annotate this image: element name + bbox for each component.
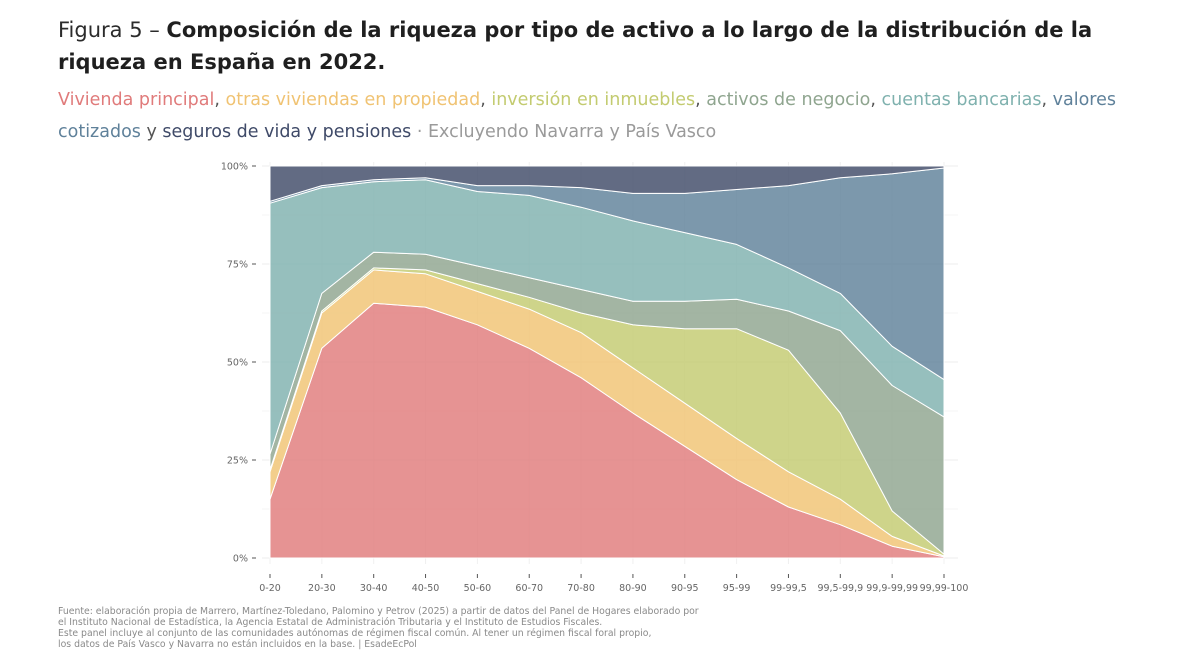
legend-text-12: seguros de vida y pensiones — [162, 122, 412, 142]
x-tick-label: 99,99-100 — [920, 583, 969, 594]
x-tick-label: 95-99 — [723, 583, 751, 594]
x-tick-label: 90-95 — [671, 583, 699, 594]
legend-text-11: y — [140, 122, 163, 142]
x-tick-label: 20-30 — [308, 583, 336, 594]
legend-text-0: Vivienda principal — [58, 90, 215, 110]
chart-title: Figura 5 – Composición de la riqueza por… — [58, 14, 1168, 78]
area-series-group — [269, 165, 945, 559]
legend-text-5: , — [695, 90, 707, 110]
x-tick-label: 60-70 — [515, 583, 543, 594]
chart-legend-subtitle: Vivienda principal, otras viviendas en p… — [58, 84, 1168, 148]
x-tick-label: 99,9-99,99 — [866, 583, 918, 594]
area-series-6 — [269, 165, 945, 202]
footnote-line: Este panel incluye al conjunto de las co… — [58, 628, 652, 639]
x-tick-label: 40-50 — [412, 583, 440, 594]
x-tick-label: 99,5-99,9 — [817, 583, 863, 594]
y-tick-label: 50% — [227, 358, 248, 369]
title-text: Composición de la riqueza por tipo de ac… — [58, 18, 1093, 74]
legend-text-6: activos de negocio — [706, 90, 871, 110]
legend-text-9: , — [1041, 90, 1053, 110]
figure-number: Figura 5 – — [58, 18, 167, 42]
footnote-line: los datos de País Vasco y Navarra no est… — [58, 639, 417, 650]
legend-text-13: · Excluyendo Navarra y País Vasco — [411, 122, 717, 142]
x-tick-label: 70-80 — [567, 583, 595, 594]
y-tick-label: 0% — [233, 554, 248, 565]
footnote-line: el Instituto Nacional de Estadística, la… — [58, 617, 603, 628]
legend-text-8: cuentas bancarias — [881, 90, 1042, 110]
legend-text-3: , — [480, 90, 492, 110]
x-tick-label: 30-40 — [360, 583, 388, 594]
legend-text-7: , — [870, 90, 882, 110]
source-footnote: Fuente: elaboración propia de Marrero, M… — [58, 606, 858, 650]
y-tick-label: 25% — [227, 456, 248, 467]
legend-text-10: valores cotizados — [58, 90, 1116, 142]
legend-text-1: , — [214, 90, 226, 110]
y-tick-label: 75% — [227, 260, 248, 271]
x-tick-label: 50-60 — [464, 583, 492, 594]
legend-text-2: otras viviendas en propiedad — [225, 90, 481, 110]
x-tick-label: 80-90 — [619, 583, 647, 594]
x-tick-label: 99-99,5 — [770, 583, 807, 594]
footnote-line: Fuente: elaboración propia de Marrero, M… — [58, 606, 699, 617]
legend-text-4: inversión en inmuebles — [491, 90, 696, 110]
x-tick-label: 0-20 — [259, 583, 281, 594]
y-tick-label: 100% — [221, 162, 248, 173]
